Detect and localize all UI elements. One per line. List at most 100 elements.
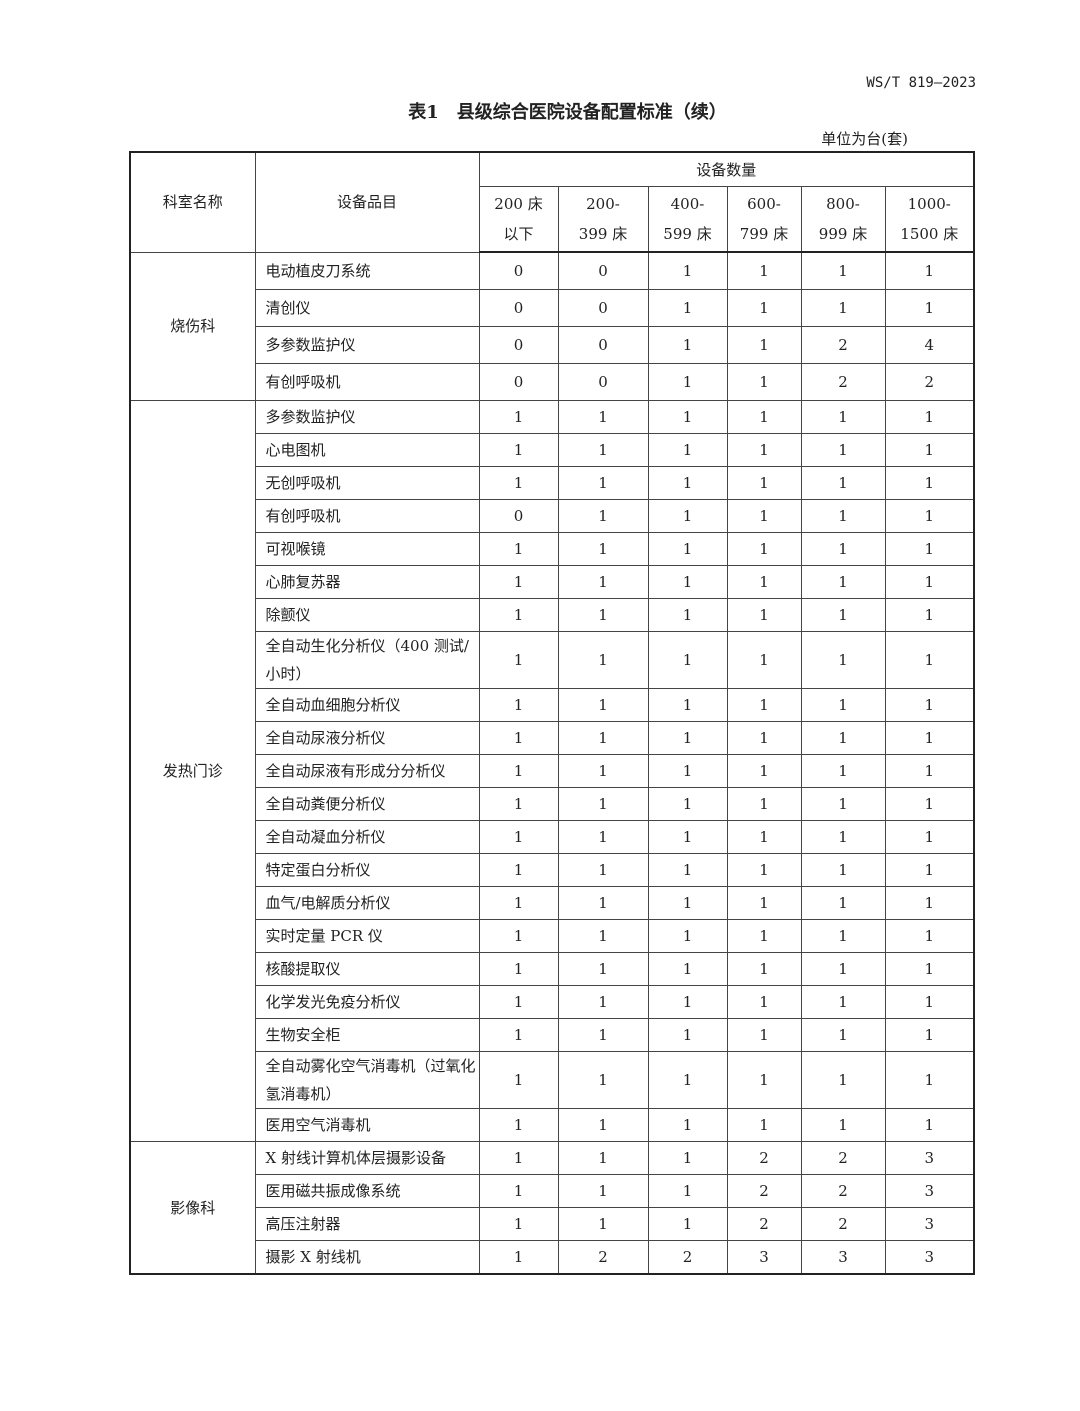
quantity-cell: 1: [800, 787, 886, 821]
equipment-item: 特定蛋白分析仪: [254, 853, 480, 887]
quantity-cell: 1: [726, 820, 802, 854]
header-bed-range-line: 400-: [670, 195, 705, 213]
equipment-item: 全自动血细胞分析仪: [254, 688, 480, 722]
quantity-cell: 1: [726, 1018, 802, 1052]
quantity-cell: 1: [884, 565, 975, 599]
quantity-cell: 1: [800, 466, 886, 500]
unit-note: 单位为台(套): [821, 130, 908, 148]
quantity-cell: 1: [647, 688, 728, 722]
quantity-cell: 1: [884, 721, 975, 755]
quantity-cell: 1: [726, 433, 802, 467]
quantity-cell: 1: [647, 721, 728, 755]
quantity-cell: 1: [884, 1018, 975, 1052]
quantity-cell: 1: [726, 532, 802, 566]
quantity-cell: 1: [647, 1174, 728, 1208]
quantity-cell: 1: [647, 433, 728, 467]
table-row: 生物安全柜 1 1 1 1 1 1: [130, 1018, 975, 1052]
quantity-cell: 1: [647, 1108, 728, 1142]
standard-code: WS/T 819—2023: [866, 75, 976, 91]
quantity-cell: 1: [557, 853, 649, 887]
quantity-cell: 1: [647, 363, 728, 401]
equipment-item: 除颤仪: [254, 598, 480, 632]
header-bed-range-line: 1000-: [907, 195, 951, 213]
quantity-cell: 1: [726, 952, 802, 986]
quantity-cell: 1: [647, 631, 728, 689]
quantity-cell: 1: [884, 1108, 975, 1142]
quantity-cell: 1: [726, 985, 802, 1019]
table-row: 发热门诊 多参数监护仪 1 1 1 1 1 1: [129, 400, 975, 1142]
header-bed-range-line: 200 床: [494, 195, 543, 213]
equipment-item: 有创呼吸机: [254, 363, 480, 401]
quantity-cell: 1: [726, 919, 802, 953]
equipment-item: 全自动尿液分析仪: [254, 721, 480, 755]
equipment-item: 多参数监护仪: [254, 326, 480, 364]
quantity-cell: 1: [557, 532, 649, 566]
quantity-cell: 3: [800, 1240, 886, 1275]
quantity-cell: 1: [557, 886, 649, 920]
equipment-item: 全自动生化分析仪（400 测试/小时）: [254, 631, 480, 689]
quantity-cell: 1: [557, 1018, 649, 1052]
equipment-item: 无创呼吸机: [254, 466, 480, 500]
table-row: 核酸提取仪 1 1 1 1 1 1: [130, 952, 975, 986]
quantity-cell: 1: [647, 598, 728, 632]
quantity-cell: 3: [884, 1240, 975, 1275]
quantity-cell: 1: [884, 289, 975, 327]
quantity-cell: 1: [726, 363, 802, 401]
header-bed-range: 400- 599 床: [647, 186, 728, 253]
quantity-cell: 1: [478, 598, 559, 632]
quantity-cell: 1: [884, 985, 975, 1019]
quantity-cell: 1: [800, 721, 886, 755]
table-row: 全自动粪便分析仪 1 1 1 1 1 1: [130, 787, 975, 821]
quantity-cell: 1: [557, 400, 649, 434]
quantity-cell: 1: [647, 853, 728, 887]
dept-name: 烧伤科: [129, 251, 256, 401]
table-title: 表1 县级综合医院设备配置标准（续）: [408, 102, 727, 123]
quantity-cell: 1: [884, 598, 975, 632]
quantity-cell: 1: [647, 1051, 728, 1109]
quantity-cell: 0: [478, 289, 559, 327]
quantity-cell: 1: [800, 598, 886, 632]
quantity-cell: 3: [726, 1240, 802, 1275]
quantity-cell: 1: [557, 1141, 649, 1175]
quantity-cell: 1: [478, 1240, 559, 1275]
header-bed-range: 600- 799 床: [726, 186, 802, 253]
quantity-cell: 1: [884, 631, 975, 689]
equipment-item: 血气/电解质分析仪: [254, 886, 480, 920]
equipment-item: 医用磁共振成像系统: [254, 1174, 480, 1208]
quantity-cell: 1: [557, 631, 649, 689]
quantity-cell: 1: [647, 820, 728, 854]
quantity-cell: 1: [726, 754, 802, 788]
equipment-item: 心电图机: [254, 433, 480, 467]
quantity-cell: 1: [647, 251, 728, 290]
quantity-cell: 1: [884, 787, 975, 821]
quantity-cell: 1: [478, 919, 559, 953]
table-row: 全自动尿液有形成分分析仪 1 1 1 1 1 1: [130, 754, 975, 788]
quantity-cell: 1: [800, 499, 886, 533]
table-row: 医用空气消毒机 1 1 1 1 1 1: [130, 1108, 975, 1142]
table-row: 有创呼吸机 0 1 1 1 1 1: [130, 499, 975, 533]
header-bed-range: 1000- 1500 床: [884, 186, 975, 253]
quantity-cell: 1: [884, 400, 975, 434]
equipment-item: 全自动凝血分析仪: [254, 820, 480, 854]
quantity-cell: 2: [726, 1141, 802, 1175]
quantity-cell: 1: [800, 688, 886, 722]
quantity-cell: 1: [884, 919, 975, 953]
table-row: 全自动生化分析仪（400 测试/小时） 1 1 1 1 1 1: [130, 631, 975, 689]
quantity-cell: 1: [478, 466, 559, 500]
table-row: 心肺复苏器 1 1 1 1 1 1: [130, 565, 975, 599]
quantity-cell: 1: [478, 1174, 559, 1208]
quantity-cell: 0: [478, 251, 559, 290]
quantity-cell: 1: [800, 1051, 886, 1109]
table-row: 烧伤科 电动植皮刀系统 0 0 1 1 1 1: [129, 251, 975, 401]
quantity-cell: 2: [800, 1174, 886, 1208]
quantity-cell: 1: [800, 1108, 886, 1142]
quantity-cell: 1: [478, 1051, 559, 1109]
quantity-cell: 1: [478, 532, 559, 566]
header-bed-range-line: 以下: [503, 225, 534, 243]
quantity-cell: 1: [800, 433, 886, 467]
dept-name: 发热门诊: [129, 400, 256, 1142]
table-row: 心电图机 1 1 1 1 1 1: [130, 433, 975, 467]
header-bed-range-line: 200-: [586, 195, 620, 213]
quantity-cell: 1: [557, 952, 649, 986]
